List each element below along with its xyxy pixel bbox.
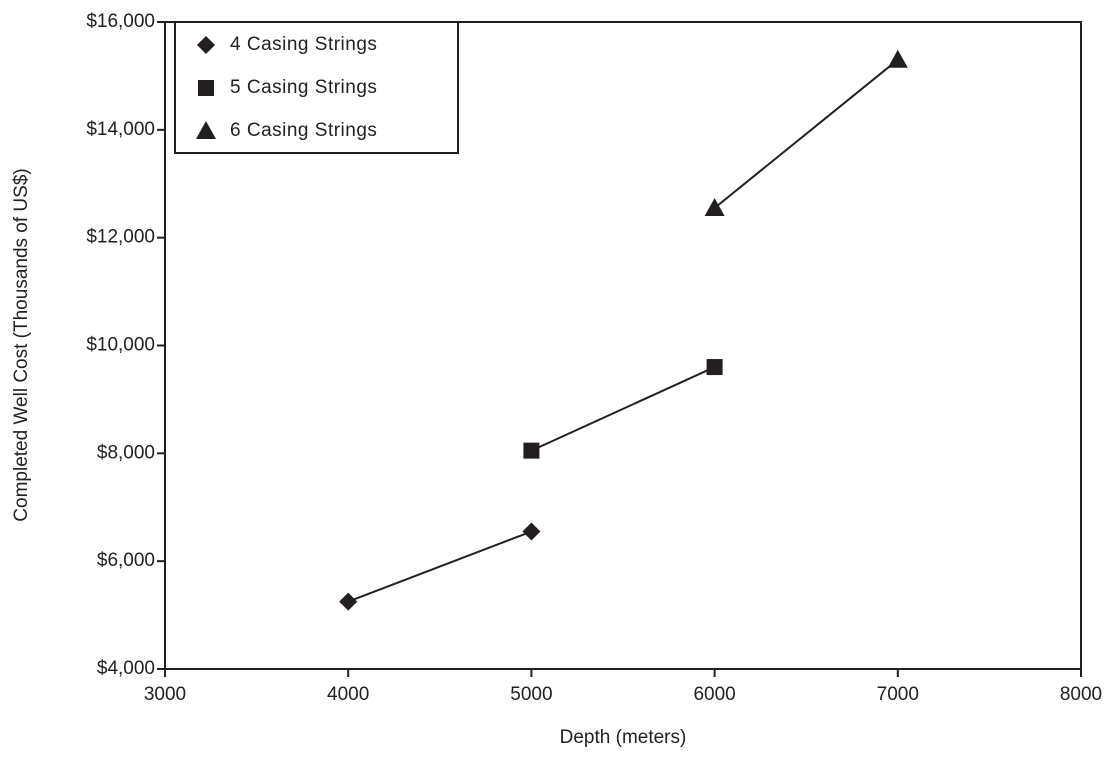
x-axis-title: Depth (meters) <box>560 727 687 748</box>
y-tick-label: $10,000 <box>86 335 155 356</box>
x-tick-label: 6000 <box>693 684 735 705</box>
y-tick-label: $8,000 <box>97 442 155 463</box>
legend-label: 6 Casing Strings <box>230 120 377 141</box>
x-tick-label: 4000 <box>327 684 369 705</box>
marker-diamond <box>339 592 358 611</box>
legend-label: 4 Casing Strings <box>230 34 377 55</box>
x-tick-label: 5000 <box>510 684 552 705</box>
y-tick-label: $14,000 <box>86 119 155 140</box>
y-tick-label: $6,000 <box>97 550 155 571</box>
marker-diamond <box>522 522 541 541</box>
marker-square <box>706 359 723 376</box>
marker-diamond <box>197 36 215 54</box>
y-tick-label: $16,000 <box>86 11 155 32</box>
x-tick-label: 7000 <box>877 684 919 705</box>
series-line <box>347 530 532 603</box>
legend-box <box>174 21 459 154</box>
y-tick-label: $4,000 <box>97 658 155 679</box>
legend-label: 5 Casing Strings <box>230 77 377 98</box>
marker-square <box>523 442 540 459</box>
marker-triangle <box>887 49 908 68</box>
y-tick-label: $12,000 <box>86 227 155 248</box>
x-tick-label: 8000 <box>1060 684 1102 705</box>
series-line <box>530 366 716 452</box>
marker-square <box>198 80 214 96</box>
series-line <box>713 58 899 209</box>
x-tick-label: 3000 <box>144 684 186 705</box>
y-axis-title: Completed Well Cost (Thousands of US$) <box>11 168 32 521</box>
marker-triangle <box>704 198 725 217</box>
marker-triangle <box>196 121 216 139</box>
